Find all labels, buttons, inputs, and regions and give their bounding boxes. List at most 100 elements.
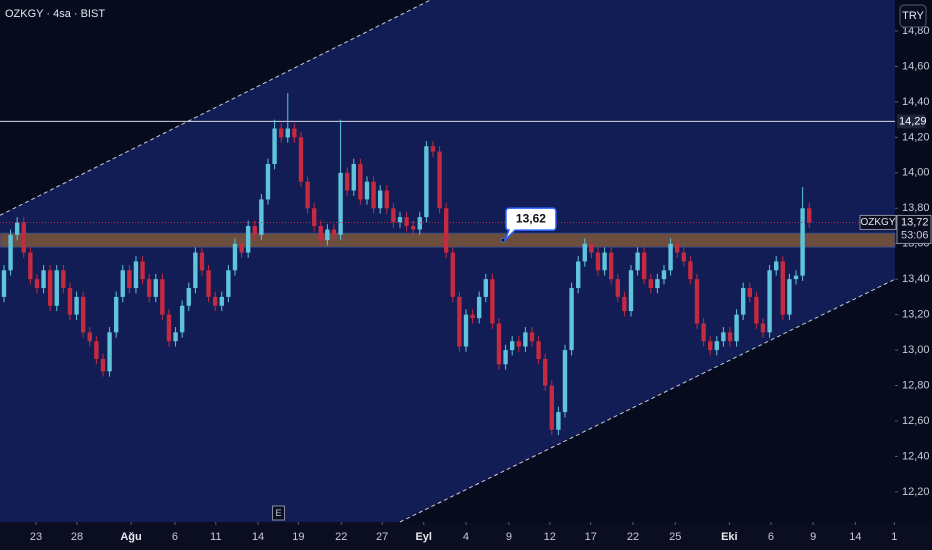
- channel-lower: [399, 278, 896, 523]
- y-tick-label: 12,60: [902, 415, 930, 427]
- candle-body: [549, 385, 554, 430]
- candle-body: [424, 146, 429, 218]
- candle-body: [153, 279, 158, 297]
- candle-body: [582, 243, 587, 262]
- x-tick-label: 4: [463, 531, 469, 543]
- price-label: 13,72: [901, 216, 929, 228]
- candle-body: [21, 222, 26, 253]
- candle-body: [476, 296, 482, 319]
- candle-body: [298, 137, 304, 182]
- event-label: E: [276, 508, 282, 518]
- candle-body: [14, 222, 20, 235]
- candle-body: [278, 128, 284, 138]
- candle-body: [694, 279, 700, 324]
- candle-body: [490, 279, 495, 324]
- candle-body: [483, 279, 488, 297]
- candle-body: [377, 190, 383, 209]
- y-tick-label: 14,20: [902, 131, 930, 143]
- candle-body: [793, 275, 799, 280]
- candle-body: [589, 243, 594, 253]
- event-marker: [272, 505, 286, 521]
- candle-body: [47, 270, 53, 306]
- currency-button[interactable]: [899, 4, 927, 28]
- candle-body: [410, 225, 416, 230]
- x-tick-label: Ağu: [120, 531, 141, 543]
- candle-body: [285, 128, 290, 138]
- candle-body: [94, 341, 99, 359]
- candle-body: [160, 279, 165, 315]
- candle-body: [516, 341, 521, 347]
- candle-body: [437, 151, 442, 209]
- annotation-label: 13,62: [516, 211, 546, 225]
- candle-body: [212, 296, 218, 306]
- candle-body: [404, 217, 409, 226]
- candle-body: [8, 234, 13, 271]
- x-tick-label: Eki: [721, 531, 738, 543]
- candle-body: [80, 296, 86, 333]
- candle-body: [318, 225, 323, 241]
- candle-body: [780, 261, 785, 315]
- candle-body: [450, 252, 455, 297]
- candle-body: [523, 332, 528, 347]
- x-tick-label: 27: [376, 531, 388, 543]
- y-tick-label: 14,60: [902, 60, 930, 72]
- candle-body: [542, 358, 548, 386]
- candle-body: [714, 341, 719, 351]
- chart-title: OZKGY · 4sa · BIST: [5, 8, 105, 20]
- candle-body: [120, 270, 125, 297]
- x-tick-label: Eyl: [415, 531, 432, 543]
- candle-body: [562, 350, 568, 413]
- candle-body: [193, 252, 198, 289]
- candle-body: [470, 314, 475, 319]
- candle-body: [331, 229, 337, 235]
- candle-body: [199, 252, 205, 271]
- candle-body: [674, 243, 680, 253]
- candle-body: [338, 172, 343, 235]
- candle-body: [635, 252, 640, 271]
- candle-body: [787, 279, 792, 315]
- candle-body: [311, 208, 317, 226]
- candle-body: [760, 323, 766, 333]
- candle-body: [305, 181, 310, 209]
- candle-body: [325, 229, 330, 241]
- symbol-box: [859, 214, 897, 230]
- candle-body: [100, 358, 106, 372]
- candle-body: [292, 128, 297, 138]
- candle-body: [443, 208, 449, 253]
- candle-body: [107, 332, 112, 372]
- candle-body: [232, 243, 238, 271]
- candle-body: [509, 341, 515, 351]
- candle-body: [239, 243, 244, 253]
- annotation-callout: [504, 207, 557, 241]
- candle-body: [608, 252, 614, 280]
- candle-body: [648, 279, 653, 289]
- x-tick-label: 28: [71, 531, 83, 543]
- candle-body: [806, 208, 812, 223]
- candle-body: [747, 288, 752, 297]
- candle-body: [622, 296, 627, 312]
- candle-body: [371, 181, 376, 209]
- x-tick-label: 9: [506, 531, 512, 543]
- candle-body: [113, 296, 119, 333]
- candle-body: [87, 332, 92, 342]
- candle-body: [265, 163, 271, 200]
- candle-body: [628, 270, 634, 312]
- candle-body: [41, 270, 46, 289]
- x-tick-label: 12: [544, 531, 556, 543]
- candle-body: [556, 412, 561, 430]
- currency-label[interactable]: TRY: [902, 10, 924, 22]
- y-tick-label: 13,00: [902, 344, 930, 356]
- countdown-label: 53:06: [901, 229, 929, 241]
- candle-body: [661, 270, 667, 280]
- candle-body: [245, 225, 251, 253]
- candle-body: [61, 270, 66, 289]
- candle-body: [1, 270, 7, 297]
- candle-body: [595, 252, 601, 271]
- x-tick-label: 17: [585, 531, 597, 543]
- candle-body: [430, 146, 436, 152]
- candle-body: [575, 261, 581, 289]
- candle-body: [773, 261, 779, 271]
- candle-body: [701, 323, 706, 342]
